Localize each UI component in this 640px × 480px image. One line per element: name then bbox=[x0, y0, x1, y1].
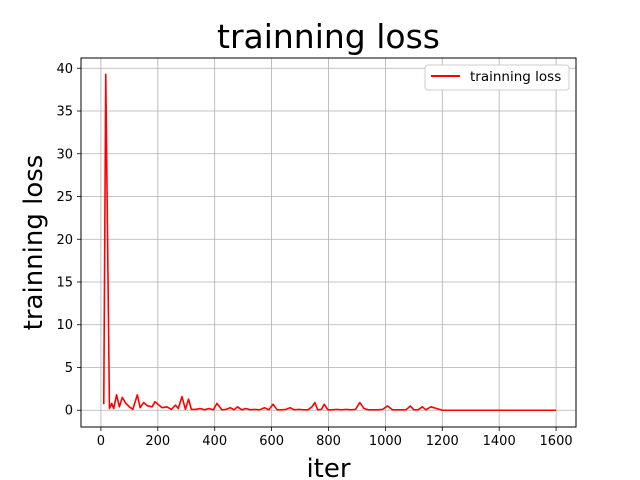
x-tick-label: 800 bbox=[316, 434, 341, 449]
chart-title: trainning loss bbox=[217, 17, 440, 56]
plot-frame bbox=[80, 57, 577, 428]
x-tick-label: 1600 bbox=[540, 434, 573, 449]
series-layer bbox=[102, 73, 557, 412]
y-tick-label: 35 bbox=[56, 105, 73, 120]
y-tick-label: 15 bbox=[56, 275, 73, 290]
legend: trainning loss bbox=[424, 64, 570, 91]
axis-ticks: 0 200 400 600 800 1000 1200 1400 1600 0 5 10 15 20 25 3… bbox=[56, 62, 572, 449]
y-tick-label: 0 bbox=[65, 404, 73, 419]
y-tick-label: 30 bbox=[56, 147, 73, 162]
x-tick-label: 1000 bbox=[369, 434, 402, 449]
y-tick-label: 5 bbox=[65, 361, 73, 376]
x-tick-label: 0 bbox=[97, 434, 105, 449]
y-axis-title: trainning loss bbox=[19, 155, 49, 331]
x-axis-title: iter bbox=[306, 454, 350, 480]
y-tick-label: 10 bbox=[56, 318, 73, 333]
loss-series-line bbox=[102, 73, 557, 412]
legend-box bbox=[424, 64, 570, 91]
grid bbox=[81, 58, 576, 427]
x-tick-label: 600 bbox=[259, 434, 284, 449]
y-tick-label: 20 bbox=[56, 233, 73, 248]
x-tick-label: 1400 bbox=[483, 434, 516, 449]
y-tick-label: 40 bbox=[56, 62, 73, 77]
legend-label: trainning loss bbox=[470, 69, 561, 85]
x-tick-label: 400 bbox=[202, 434, 227, 449]
y-tick-label: 25 bbox=[56, 190, 73, 205]
x-tick-label: 200 bbox=[145, 434, 170, 449]
x-tick-label: 1200 bbox=[426, 434, 459, 449]
